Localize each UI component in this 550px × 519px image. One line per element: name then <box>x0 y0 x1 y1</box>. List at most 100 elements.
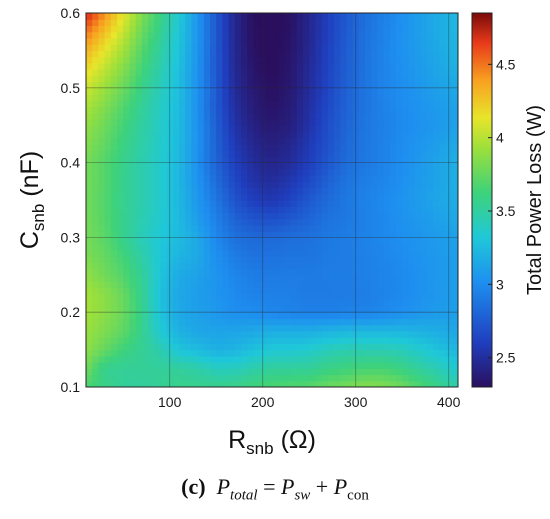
heat-cell <box>451 162 458 170</box>
heat-cell <box>222 249 230 257</box>
heat-cell <box>216 287 223 295</box>
heat-cell <box>377 312 385 320</box>
colorbar-label: Total Power Loss (W) <box>524 105 546 295</box>
heat-cell <box>104 268 112 276</box>
heat-cell <box>98 249 106 257</box>
heat-cell <box>402 137 409 145</box>
heat-cell <box>135 81 143 89</box>
heat-cell <box>98 125 106 133</box>
heat-cell <box>309 212 316 220</box>
heat-cell <box>123 380 130 387</box>
heat-cell <box>185 293 192 301</box>
heat-cell <box>210 13 217 20</box>
heat-cell <box>346 31 354 39</box>
heat-cell <box>135 162 143 170</box>
heat-cell <box>247 262 254 270</box>
heat-cell <box>445 249 453 257</box>
heat-cell <box>92 19 99 27</box>
heat-cell <box>241 200 248 207</box>
heat-cell <box>210 193 217 201</box>
heat-cell <box>98 112 106 120</box>
heat-cell <box>365 305 372 313</box>
heat-cell <box>377 299 385 307</box>
heat-cell <box>228 299 236 307</box>
heat-cell <box>389 19 397 27</box>
heat-cell <box>228 75 236 83</box>
heat-cell <box>253 318 261 326</box>
heat-cell <box>315 94 323 101</box>
heat-cell <box>92 299 99 307</box>
heat-cell <box>321 362 329 369</box>
heat-cell <box>222 118 230 126</box>
heat-cell <box>365 13 372 20</box>
heat-cell <box>129 25 137 33</box>
heat-cell <box>396 31 403 39</box>
heat-cell <box>222 100 230 108</box>
heat-cell <box>179 243 186 251</box>
colorbar-tick-label: 3 <box>496 276 504 292</box>
heat-cell <box>377 355 385 363</box>
heat-cell <box>402 312 409 320</box>
heat-cell <box>92 118 99 126</box>
heat-cell <box>203 349 211 357</box>
heat-cell <box>98 374 106 382</box>
heat-cell <box>185 349 192 357</box>
heat-cell <box>117 162 124 170</box>
heat-cell <box>104 143 112 151</box>
heat-cell <box>272 343 279 351</box>
heat-cell <box>284 224 292 232</box>
heat-cell <box>265 362 273 369</box>
heat-cell <box>179 143 186 151</box>
heat-cell <box>284 368 292 376</box>
heat-cell <box>253 112 261 120</box>
heat-cell <box>123 218 130 226</box>
heat-cell <box>185 224 192 232</box>
heat-cell <box>129 256 137 263</box>
heat-cell <box>110 324 118 332</box>
heat-cell <box>172 168 180 176</box>
heat-cell <box>222 162 230 170</box>
heat-cell <box>420 50 428 58</box>
heat-cell <box>141 349 149 357</box>
heat-cell <box>439 131 447 139</box>
heat-cell <box>154 106 161 114</box>
heat-cell <box>197 249 205 257</box>
heat-cell <box>172 143 180 151</box>
heat-cell <box>340 287 347 295</box>
heat-cell <box>420 181 428 189</box>
heat-cell <box>247 125 254 133</box>
heat-cell <box>420 262 428 270</box>
heat-cell <box>365 337 372 344</box>
heat-cell <box>321 69 329 76</box>
heat-cell <box>303 87 310 95</box>
heat-cell <box>166 44 174 51</box>
heat-cell <box>129 175 137 182</box>
heat-cell <box>98 193 106 201</box>
heat-cell <box>334 299 341 307</box>
heat-cell <box>290 25 298 33</box>
heat-cell <box>284 112 292 120</box>
heat-cell <box>179 343 186 351</box>
heat-cell <box>191 181 199 189</box>
heat-cell <box>420 118 428 126</box>
heat-cell <box>259 13 267 20</box>
heat-cell <box>228 112 236 120</box>
heat-cell <box>191 168 199 176</box>
heat-cell <box>110 299 118 307</box>
heat-cell <box>321 237 329 245</box>
heat-cell <box>203 274 211 282</box>
heat-cell <box>216 69 223 76</box>
heat-cell <box>86 100 93 108</box>
heat-cell <box>197 131 205 139</box>
heat-cell <box>203 305 211 313</box>
heat-cell <box>433 181 440 189</box>
heat-cell <box>296 25 304 33</box>
heat-cell <box>352 330 360 338</box>
heat-cell <box>451 324 458 332</box>
heat-cell <box>154 137 161 145</box>
heat-cell <box>241 224 248 232</box>
heat-cell <box>185 25 192 33</box>
heat-cell <box>296 293 304 301</box>
heat-cell <box>228 293 236 301</box>
heat-cell <box>358 125 366 133</box>
